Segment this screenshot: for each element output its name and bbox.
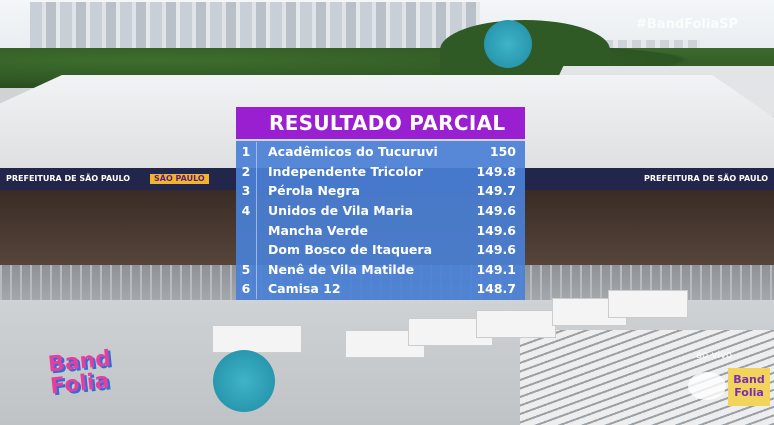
tent bbox=[476, 310, 556, 338]
scoreboard-row: Mancha Verde 149.6 bbox=[236, 220, 525, 240]
decorative-disc bbox=[213, 350, 275, 412]
scoreboard-title: RESULTADO PARCIAL bbox=[236, 107, 525, 139]
channel-logo-icon bbox=[688, 372, 726, 400]
scoreboard-row: 6 Camisa 12 148.7 bbox=[236, 279, 525, 299]
scoreboard-rows: 1 Acadêmicos do Tucuruvi 150 2 Independente … bbox=[236, 139, 525, 300]
event-logo: Band Folia bbox=[46, 346, 113, 400]
decorative-disc bbox=[484, 20, 532, 68]
school-score: 149.1 bbox=[476, 261, 516, 277]
position-number bbox=[236, 239, 257, 260]
school-name: Unidos de Vila Maria bbox=[268, 203, 414, 219]
position-number: 1 bbox=[236, 142, 257, 162]
position-number: 5 bbox=[236, 259, 257, 280]
school-score: 149.6 bbox=[476, 222, 516, 238]
city-skyline bbox=[30, 2, 480, 52]
school-score: 149.6 bbox=[476, 242, 516, 258]
scoreboard-row: 1 Acadêmicos do Tucuruvi 150 bbox=[236, 142, 525, 162]
tent bbox=[608, 290, 688, 318]
scoreboard-row: 5 Nenê de Vila Matilde 149.1 bbox=[236, 259, 525, 280]
school-name: Dom Bosco de Itaquera bbox=[268, 242, 433, 258]
position-number: 4 bbox=[236, 200, 257, 221]
school-score: 149.7 bbox=[476, 183, 516, 199]
school-name: Camisa 12 bbox=[268, 281, 341, 297]
banner-text: SÃO PAULO bbox=[150, 174, 209, 184]
position-number: 6 bbox=[236, 279, 257, 299]
tent bbox=[212, 325, 302, 353]
scoreboard-row: Dom Bosco de Itaquera 149.6 bbox=[236, 239, 525, 260]
banner-text: PREFEITURA DE SÃO PAULO bbox=[644, 174, 769, 183]
scoreboard-row: 2 Independente Tricolor 149.8 bbox=[236, 161, 525, 182]
banner-text: PREFEITURA DE SÃO PAULO bbox=[6, 174, 131, 183]
live-label: ao vivo bbox=[696, 350, 733, 361]
scoreboard-row: 3 Pérola Negra 149.7 bbox=[236, 181, 525, 201]
school-score: 149.8 bbox=[476, 163, 516, 179]
channel-logo: Band Folia bbox=[728, 368, 770, 406]
school-score: 149.6 bbox=[476, 203, 516, 219]
hashtag: #BandFoliaSP bbox=[636, 17, 738, 32]
school-name: Mancha Verde bbox=[268, 222, 368, 238]
position-number: 2 bbox=[236, 161, 257, 182]
scoreboard: RESULTADO PARCIAL 1 Acadêmicos do Tucuruv… bbox=[236, 107, 525, 300]
school-name: Acadêmicos do Tucuruvi bbox=[268, 144, 438, 160]
position-number bbox=[236, 220, 257, 240]
school-name: Independente Tricolor bbox=[268, 163, 424, 179]
school-score: 148.7 bbox=[476, 281, 516, 297]
school-name: Nenê de Vila Matilde bbox=[268, 261, 415, 277]
school-name: Pérola Negra bbox=[268, 183, 360, 199]
position-number: 3 bbox=[236, 181, 257, 201]
scoreboard-row: 4 Unidos de Vila Maria 149.6 bbox=[236, 200, 525, 221]
school-score: 150 bbox=[489, 144, 516, 160]
